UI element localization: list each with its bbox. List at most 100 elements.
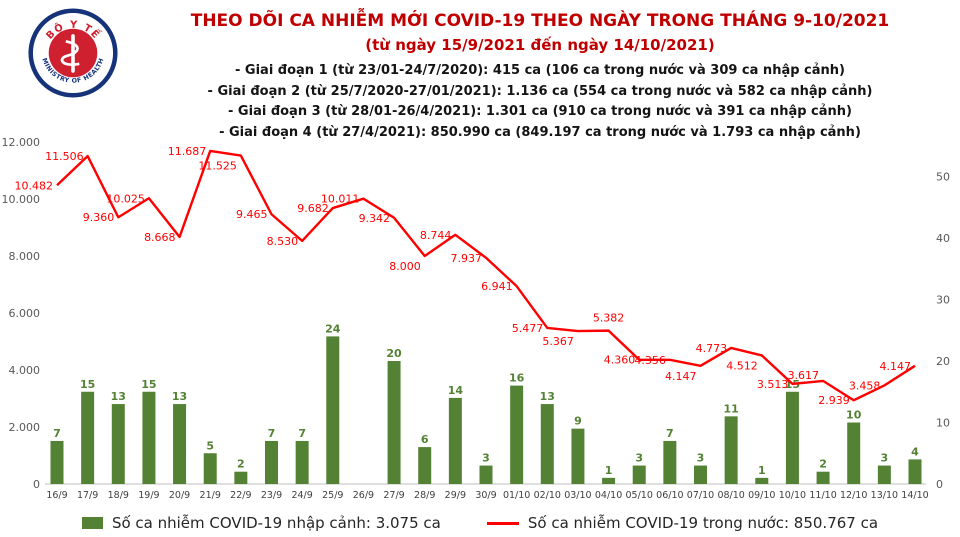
bar-value-label: 20 — [386, 347, 402, 360]
x-axis-label: 04/10 — [595, 490, 622, 501]
x-axis-label: 05/10 — [626, 490, 653, 501]
bar — [203, 453, 217, 484]
x-axis-label: 13/10 — [871, 490, 898, 501]
x-axis-label: 26/9 — [353, 490, 374, 501]
x-axis-label: 25/9 — [322, 490, 343, 501]
right-axis-label: 50 — [936, 171, 950, 184]
bar — [908, 459, 922, 484]
x-axis-label: 08/10 — [717, 490, 744, 501]
stage-summary: - Giai đoạn 1 (từ 23/01-24/7/2020): 415 … — [120, 61, 960, 143]
line-value-label: 9.682 — [297, 202, 329, 215]
bar-value-label: 7 — [53, 427, 61, 440]
line-value-label: 5.382 — [593, 312, 625, 325]
ministry-of-health-logo-icon: BỘ Y TẾ MINISTRY OF HEALTH — [28, 8, 118, 98]
line-value-label: 11.687 — [168, 145, 207, 158]
line-value-label: 3.513 — [757, 378, 789, 391]
line-value-label: 10.482 — [15, 179, 54, 192]
line-value-label: 8.668 — [144, 231, 176, 244]
left-axis-label: 6.000 — [9, 307, 41, 320]
line-value-label: 10.025 — [106, 192, 145, 205]
left-axis-label: 12.000 — [2, 136, 41, 149]
x-axis-label: 28/9 — [414, 490, 435, 501]
x-axis-label: 21/9 — [200, 490, 221, 501]
bar — [816, 471, 830, 484]
chart-subtitle: (từ ngày 15/9/2021 đến ngày 14/10/2021) — [365, 36, 715, 54]
line-value-label: 8.000 — [389, 260, 421, 273]
bar-value-label: 14 — [448, 384, 464, 397]
line-value-label: 8.530 — [267, 235, 299, 248]
bar — [448, 397, 462, 484]
line-value-label: 9.465 — [236, 208, 268, 221]
right-axis-label: 30 — [936, 294, 950, 307]
x-axis-label: 24/9 — [291, 490, 312, 501]
bar — [295, 440, 309, 484]
bar-value-label: 13 — [172, 390, 187, 403]
x-axis-label: 02/10 — [534, 490, 561, 501]
bar-value-label: 5 — [206, 439, 214, 452]
bar — [724, 416, 738, 484]
line-value-label: 4.147 — [880, 360, 912, 373]
bar — [602, 477, 616, 484]
chart-title: THEO DÕI CA NHIỄM MỚI COVID-19 THEO NGÀY… — [190, 11, 890, 31]
right-axis-label: 20 — [936, 355, 950, 368]
bar — [81, 391, 95, 484]
bar — [785, 391, 799, 484]
bar-value-label: 10 — [846, 409, 862, 422]
bar — [173, 404, 187, 484]
line-value-label: 10.011 — [321, 193, 360, 206]
bar — [510, 385, 524, 484]
legend-item-imported: Số ca nhiễm COVID-19 nhập cảnh: 3.075 ca — [81, 514, 441, 532]
right-axis-label: 40 — [936, 232, 950, 245]
x-axis-label: 27/9 — [383, 490, 404, 501]
logo-snake-icon — [60, 39, 80, 66]
legend-item-domestic: Số ca nhiễm COVID-19 trong nước: 850.767… — [486, 514, 879, 532]
left-axis-label: 10.000 — [2, 193, 41, 206]
legend-domestic-label: Số ca nhiễm COVID-19 trong nước: 850.767… — [527, 514, 879, 532]
bar — [877, 465, 891, 484]
bar-value-label: 3 — [697, 452, 705, 465]
x-axis-label: 07/10 — [687, 490, 714, 501]
x-axis-label: 16/9 — [46, 490, 67, 501]
left-axis-label: 8.000 — [9, 250, 41, 263]
stage-line-1: - Giai đoạn 1 (từ 23/01-24/7/2020): 415 … — [235, 63, 845, 78]
bar — [540, 404, 554, 484]
line-value-label: 9.342 — [359, 212, 391, 225]
header: THEO DÕI CA NHIỄM MỚI COVID-19 THEO NGÀY… — [120, 10, 960, 143]
bar — [142, 391, 156, 484]
bar — [571, 428, 585, 484]
bar-value-label: 15 — [80, 378, 95, 391]
bar — [387, 361, 401, 484]
line-value-label: 4.512 — [726, 359, 758, 372]
right-axis-label: 0 — [936, 478, 943, 491]
bar-value-label: 9 — [574, 415, 582, 428]
line-value-label: 4.356 — [634, 354, 666, 367]
line-value-label: 4.773 — [696, 342, 728, 355]
bar — [326, 336, 340, 484]
bar-value-label: 1 — [605, 464, 613, 477]
bar — [111, 404, 125, 484]
bar-value-label: 3 — [881, 452, 889, 465]
line-value-label: 3.458 — [849, 379, 881, 392]
bar-value-label: 7 — [666, 427, 674, 440]
x-axis-label: 03/10 — [564, 490, 591, 501]
domestic-cases-line — [56, 149, 916, 402]
x-axis-label: 29/9 — [445, 490, 466, 501]
bar-value-label: 7 — [298, 427, 306, 440]
x-axis-label: 20/9 — [169, 490, 190, 501]
left-axis-label: 0 — [33, 478, 40, 491]
x-axis-label: 17/9 — [77, 490, 98, 501]
bar — [418, 447, 432, 484]
bar-value-label: 7 — [268, 427, 276, 440]
bar-value-label: 2 — [819, 458, 827, 471]
bar-value-label: 11 — [723, 402, 738, 415]
bar — [632, 465, 646, 484]
bar-value-label: 3 — [635, 452, 643, 465]
line-value-label: 11.525 — [198, 160, 237, 173]
line-value-label: 9.360 — [83, 211, 115, 224]
x-axis-label: 12/10 — [840, 490, 867, 501]
stage-line-3: - Giai đoạn 3 (từ 28/01-26/4/2021): 1.30… — [228, 104, 852, 119]
x-axis-label: 18/9 — [108, 490, 129, 501]
bar-value-label: 24 — [325, 322, 341, 335]
bar — [755, 477, 769, 484]
